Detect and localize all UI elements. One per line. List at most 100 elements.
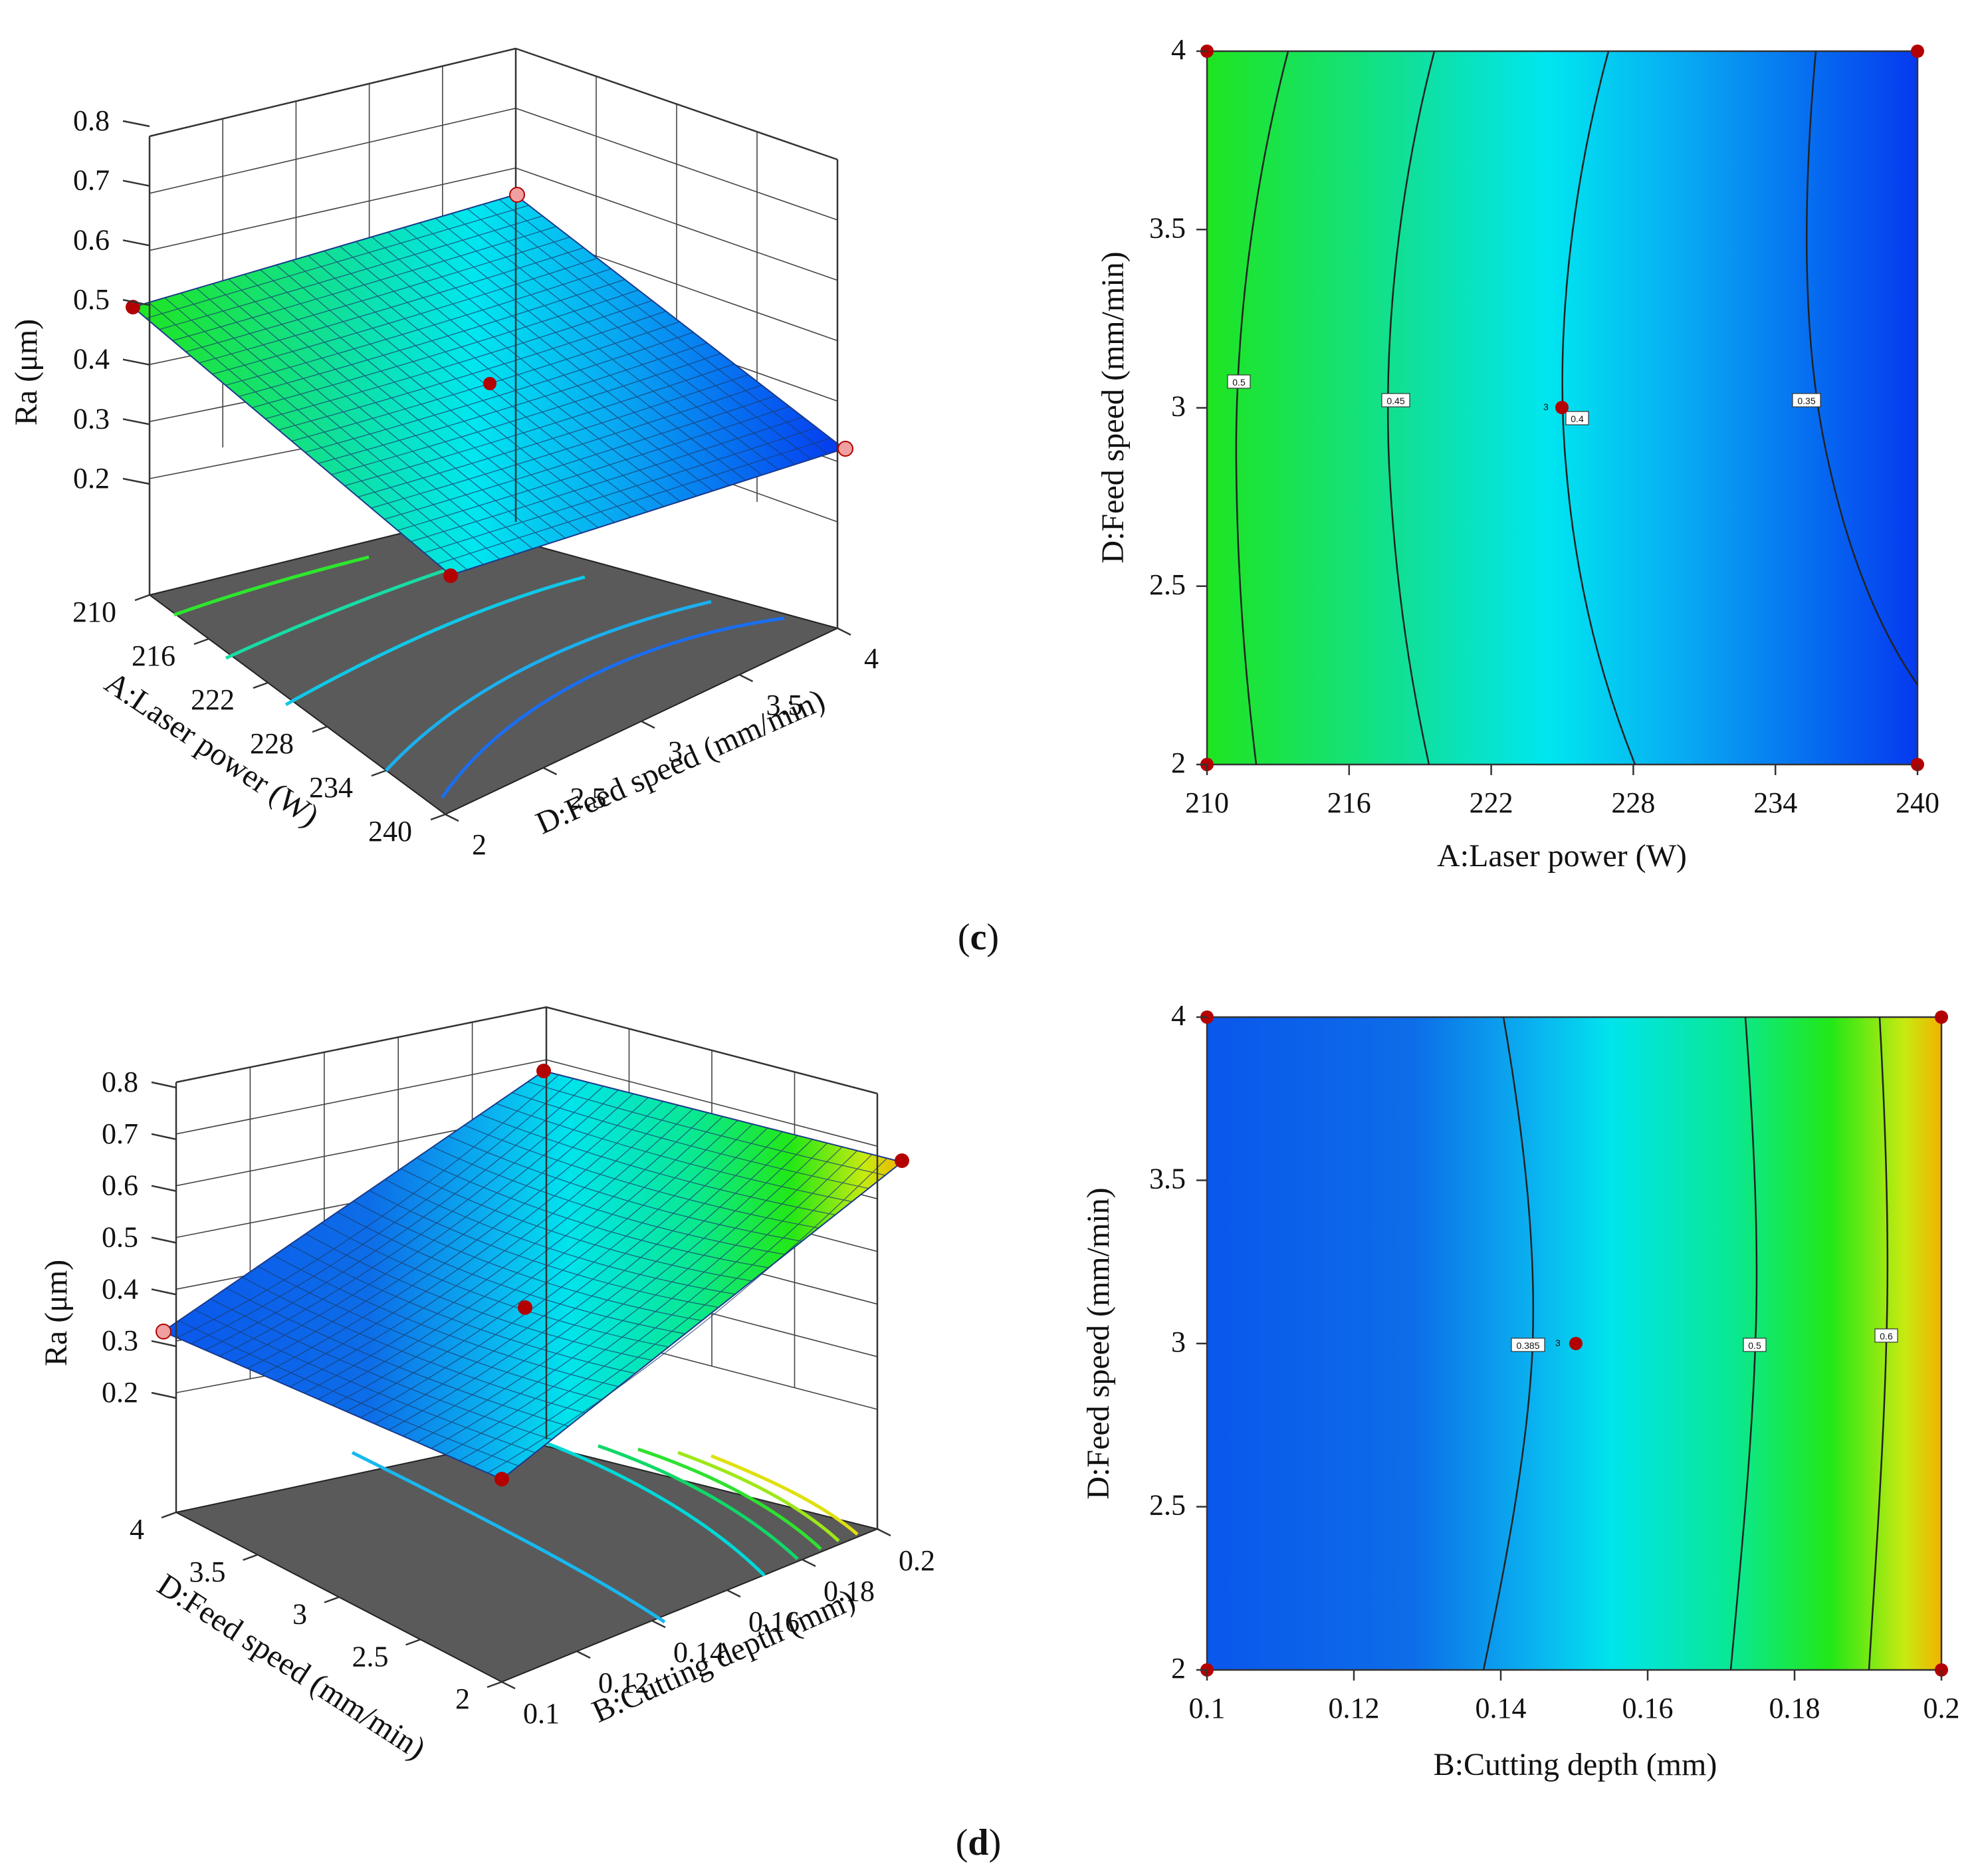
mesh-line xyxy=(289,1104,679,1387)
z-tick-mark xyxy=(151,1081,177,1089)
mesh-line xyxy=(467,208,796,465)
z-tick-mark xyxy=(122,477,150,485)
y-tick-label: 2 xyxy=(472,828,487,861)
z-tick-label: 0.7 xyxy=(73,164,110,197)
z-tick-mark xyxy=(122,298,150,306)
contour-label-box xyxy=(1381,393,1410,408)
x-tick-label: 222 xyxy=(1470,786,1513,819)
x-tick-mark xyxy=(134,594,150,602)
contour-label-box xyxy=(1743,1338,1767,1352)
z-tick-label: 0.8 xyxy=(102,1066,138,1098)
contour-label: 0.6 xyxy=(1880,1331,1893,1342)
mesh-line xyxy=(261,1097,649,1375)
mesh-line xyxy=(355,241,681,502)
z-tick-label: 0.8 xyxy=(73,104,110,137)
z-tick-mark xyxy=(122,358,150,366)
mesh-line xyxy=(344,364,735,487)
y-tick-label: 3.5 xyxy=(1149,1163,1186,1195)
y-tick-label: 3 xyxy=(1171,1326,1186,1358)
contour-label-box xyxy=(1874,1328,1898,1343)
z-tick-mark xyxy=(122,418,150,425)
mesh-line xyxy=(242,1276,586,1414)
x-tick-label: 210 xyxy=(1185,786,1229,819)
mesh-line xyxy=(353,1201,703,1322)
x-tick-mark xyxy=(487,1681,502,1689)
y-tick-mark xyxy=(837,627,851,636)
floor-contours xyxy=(173,555,785,799)
mesh-line xyxy=(304,1108,694,1394)
x-tick-label: 0.18 xyxy=(1769,1692,1820,1724)
design-point xyxy=(1911,45,1924,58)
contour-label-box xyxy=(1792,393,1821,408)
mesh-line xyxy=(273,1255,619,1387)
x-tick-label: 4 xyxy=(130,1513,144,1546)
design-point xyxy=(126,300,140,314)
contour-labels: 0.5 0.45 0.4 0.35 xyxy=(1227,374,1821,425)
z-tick-mark xyxy=(122,179,150,187)
z-tick-label: 0.3 xyxy=(73,402,110,435)
mesh-line xyxy=(397,406,790,531)
mesh-line xyxy=(448,1135,802,1242)
mesh-line xyxy=(289,1244,635,1374)
mesh-line xyxy=(210,1298,552,1440)
mesh-line xyxy=(411,416,804,542)
design-point xyxy=(156,1324,171,1340)
y-tick-label: 3 xyxy=(1171,390,1186,423)
x-tick-label: 0.1 xyxy=(1189,1692,1226,1724)
z-tick-label: 0.4 xyxy=(73,343,110,376)
y-tick-label: 0.1 xyxy=(523,1697,560,1730)
mesh-line xyxy=(275,1101,664,1381)
mesh-line xyxy=(487,1157,887,1474)
wall-gridline xyxy=(175,1006,878,1094)
x-tick-label: 0.12 xyxy=(1329,1692,1380,1724)
wall-gridline xyxy=(149,48,838,160)
x-tick-mark xyxy=(371,769,387,777)
z-tick-mark xyxy=(151,1236,177,1244)
mesh-line xyxy=(527,1081,886,1176)
design-point xyxy=(536,1064,551,1078)
x-axis-label: A:Laser power (W) xyxy=(1437,838,1687,874)
y-tick-mark xyxy=(738,673,754,683)
x-tick-label: 2.5 xyxy=(352,1640,389,1673)
x-tick-mark xyxy=(243,1554,258,1561)
mesh-line xyxy=(387,231,714,491)
z-tick-label: 0.3 xyxy=(102,1324,138,1357)
mesh-line xyxy=(371,384,762,509)
design-point xyxy=(509,187,525,203)
y-tick-mark xyxy=(651,1619,666,1629)
center-point-label: 3 xyxy=(1555,1338,1561,1348)
y-tick-label: 3.5 xyxy=(766,689,803,721)
x-tick-label: 234 xyxy=(1753,786,1797,819)
y-tick-mark xyxy=(576,1650,591,1659)
x-tick-label: 234 xyxy=(309,771,353,804)
x-tick-mark xyxy=(324,1596,340,1603)
mesh-line xyxy=(384,395,776,520)
contour-line xyxy=(1868,1016,1889,1671)
mesh-line xyxy=(498,199,828,455)
floor-contour xyxy=(225,562,466,660)
box-edges xyxy=(175,1006,879,1529)
y-tick-mark xyxy=(641,720,655,729)
floor-contour xyxy=(173,555,370,617)
z-axis-label: Ra (μm) xyxy=(9,319,44,425)
z-tick-mark xyxy=(151,1288,177,1296)
y-tick-mark xyxy=(726,1589,741,1598)
mesh-line xyxy=(371,236,697,497)
floor-contour xyxy=(440,616,785,799)
x-tick-label: 240 xyxy=(368,815,412,848)
z-tick-mark xyxy=(151,1391,177,1399)
y-tick-mark xyxy=(542,766,558,776)
mesh-line xyxy=(483,203,812,460)
center-point xyxy=(483,377,496,390)
y-tick-label: 2 xyxy=(1171,747,1186,779)
contour-label-box xyxy=(1565,411,1589,425)
mesh-line xyxy=(318,342,707,464)
mesh-line xyxy=(437,437,831,564)
mesh-line xyxy=(194,1309,536,1453)
z-tick-label: 0.6 xyxy=(102,1169,138,1202)
design-point xyxy=(494,1472,509,1486)
contour-label-box xyxy=(1511,1338,1545,1352)
z-tick-mark xyxy=(151,1185,177,1192)
mesh-line xyxy=(423,427,817,554)
